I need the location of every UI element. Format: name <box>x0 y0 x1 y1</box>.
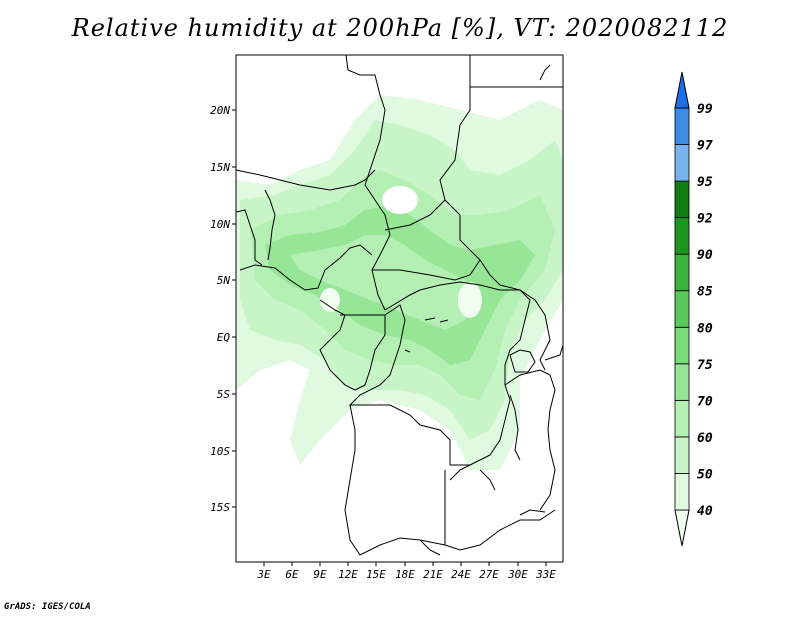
colorbar-label: 97 <box>697 139 713 154</box>
colorbar-label: 99 <box>697 102 713 117</box>
lon-label: 24E <box>451 568 471 581</box>
colorbar-segment <box>674 473 690 511</box>
colorbar: 40 50 60 70 75 80 85 90 92 95 97 99 <box>674 71 713 547</box>
colorbar-segment <box>674 253 690 292</box>
lon-label: 30E <box>507 568 528 581</box>
lat-label: 20N <box>210 104 230 117</box>
lat-label: 15S <box>210 501 230 514</box>
humidity-shading <box>236 95 563 470</box>
colorbar-label: 70 <box>697 394 713 409</box>
colorbar-upper-triangle <box>674 71 690 109</box>
colorbar-segment <box>674 217 690 255</box>
colorbar-label: 92 <box>697 212 713 227</box>
colorbar-segment <box>674 399 690 438</box>
lat-label: 10N <box>210 218 230 231</box>
lon-label: 15E <box>366 568 386 581</box>
colorbar-label: 60 <box>697 431 713 446</box>
colorbar-segment <box>674 180 690 219</box>
lon-label: 12E <box>338 568 358 581</box>
lon-label: 3E <box>256 568 271 581</box>
colorbar-label: 40 <box>697 504 713 519</box>
lat-label: 10S <box>210 445 230 458</box>
country-boundaries <box>235 54 564 556</box>
lon-label: 18E <box>395 568 415 581</box>
colorbar-label: 75 <box>697 358 713 373</box>
colorbar-label: 85 <box>697 285 713 300</box>
chart-title: Relative humidity at 200hPa [%], VT: 202… <box>71 14 729 42</box>
colorbar-segment <box>674 436 690 474</box>
colorbar-segment <box>674 107 690 145</box>
lat-label: EQ <box>217 331 231 344</box>
lon-label: 33E <box>535 568 556 581</box>
colorbar-label: 50 <box>697 467 713 482</box>
latitude-axis <box>232 109 236 508</box>
colorbar-lower-triangle <box>674 509 690 547</box>
colorbar-label: 90 <box>697 248 713 263</box>
lon-label: 6E <box>285 568 299 581</box>
lat-label: 5N <box>217 274 231 287</box>
grads-credit: GrADS: IGES/COLA <box>4 602 91 612</box>
lat-label: 15N <box>210 161 230 174</box>
map-frame <box>235 54 564 563</box>
lat-label: 5S <box>217 388 231 401</box>
lon-label: 27E <box>479 568 499 581</box>
colorbar-segment <box>674 326 690 365</box>
lon-label: 9E <box>313 568 327 581</box>
colorbar-label: 80 <box>697 321 713 336</box>
colorbar-segment <box>674 290 690 328</box>
colorbar-label: 95 <box>697 175 713 190</box>
colorbar-segment <box>674 144 690 182</box>
lon-label: 21E <box>423 568 443 581</box>
colorbar-segment <box>674 363 690 401</box>
longitude-axis <box>263 562 547 566</box>
